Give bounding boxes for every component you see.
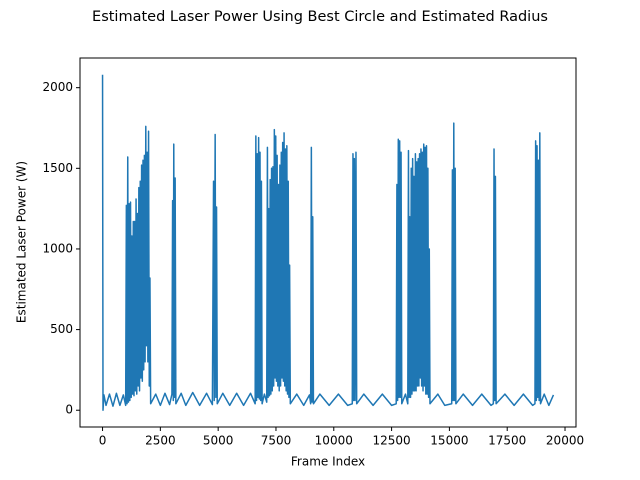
plot-frame: [79, 57, 577, 428]
x-tick-label: 20000: [546, 434, 584, 448]
x-tick-label: 0: [99, 434, 107, 448]
y-tick-label: 1000: [42, 241, 73, 255]
x-axis-label: Frame Index: [291, 455, 365, 469]
y-tick-label: 1500: [42, 161, 73, 175]
x-tick-label: 15000: [430, 434, 468, 448]
x-tick-label: 10000: [315, 434, 353, 448]
data-line: [101, 74, 555, 411]
chart-title: Estimated Laser Power Using Best Circle …: [92, 9, 548, 25]
x-tick-label: 5000: [203, 434, 234, 448]
y-tick-label: 0: [65, 403, 73, 417]
x-tick-label: 2500: [145, 434, 176, 448]
x-tick-label: 7500: [261, 434, 292, 448]
x-tick-label: 12500: [372, 434, 410, 448]
y-axis-label: Estimated Laser Power (W): [15, 161, 29, 323]
x-tick-label: 17500: [488, 434, 526, 448]
y-tick-label: 2000: [42, 80, 73, 94]
y-tick-label: 500: [50, 322, 73, 336]
